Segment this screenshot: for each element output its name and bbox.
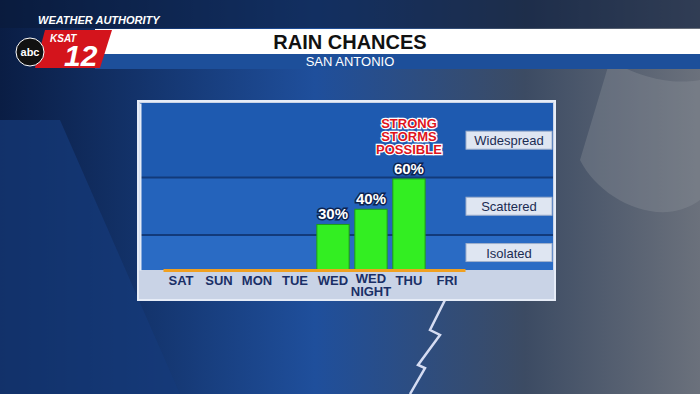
data-label: 30% (318, 205, 348, 222)
title-bar (95, 29, 700, 54)
background (0, 0, 700, 394)
x-tick-label-line: NIGHT (351, 284, 392, 299)
network-logo (16, 38, 44, 66)
panel-frame (138, 101, 555, 300)
x-tick: FRI (436, 270, 457, 288)
y-axis-line (140, 104, 142, 271)
x-tick-label: MON (242, 273, 272, 288)
band-label-box (466, 197, 552, 215)
x-tick: MON (242, 270, 272, 288)
cloud (580, 60, 700, 212)
x-tick-label: THU (396, 273, 423, 288)
header-strip (0, 0, 700, 28)
network: abc (21, 46, 40, 58)
lightning (410, 300, 445, 394)
bar (355, 209, 387, 270)
band-label: Scattered (481, 199, 537, 214)
x-tick: WED (318, 270, 348, 288)
band-label-box (466, 131, 552, 149)
title: RAIN CHANCES (273, 31, 426, 53)
chart-svg: WEATHER AUTHORITYKSAT12abcRAIN CHANCESSA… (0, 0, 700, 394)
band-label: Widespread (474, 133, 543, 148)
subtitle-bar (95, 54, 700, 69)
bar (317, 224, 349, 270)
channel: 12 (64, 39, 98, 72)
x-tick-label: WEDNIGHT (351, 271, 392, 299)
brand: WEATHER AUTHORITY (38, 14, 161, 26)
data-label: 40% (356, 190, 386, 207)
data-label: 60% (394, 160, 424, 177)
x-tick-label: FRI (436, 273, 457, 288)
annotation: STRONGSTORMSPOSSIBLE (376, 116, 442, 157)
x-tick: THU (396, 270, 423, 288)
bars (317, 179, 425, 270)
data-labels: 30% 40% 60% (318, 160, 424, 223)
x-tick: SUN (205, 270, 232, 288)
bands: Isolated Scattered Widespread (140, 103, 553, 270)
annotation-line: POSSIBLE (376, 142, 442, 157)
band-label-box (466, 244, 552, 262)
subtitle: SAN ANTONIO (306, 54, 395, 69)
band (140, 103, 553, 177)
band-line (140, 176, 553, 178)
x-tick-label: SAT (169, 273, 194, 288)
x-axis: SAT SUN MON TUE WEDWEDNIGHT THU FRI (164, 270, 466, 299)
x-tick-label: WED (318, 273, 348, 288)
x-axis-line (164, 269, 466, 272)
y-axis (140, 104, 141, 271)
x-tick: TUE (282, 270, 308, 288)
x-tick: SAT (169, 270, 194, 288)
x-tick-label: SUN (205, 273, 232, 288)
band-label: Isolated (486, 246, 532, 261)
bar (393, 179, 425, 270)
x-tick-label: TUE (282, 273, 308, 288)
x-tick: WEDNIGHT (351, 270, 392, 299)
